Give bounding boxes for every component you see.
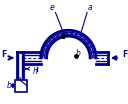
Text: b: b: [7, 81, 11, 90]
Text: h: h: [32, 67, 37, 76]
Point: [62, 35, 64, 37]
Text: e: e: [50, 3, 55, 12]
Text: F: F: [1, 50, 6, 59]
Text: b: b: [76, 49, 81, 58]
Text: F: F: [122, 50, 127, 59]
Text: a: a: [88, 3, 92, 12]
Bar: [15, 80, 27, 92]
Point: [75, 55, 77, 57]
